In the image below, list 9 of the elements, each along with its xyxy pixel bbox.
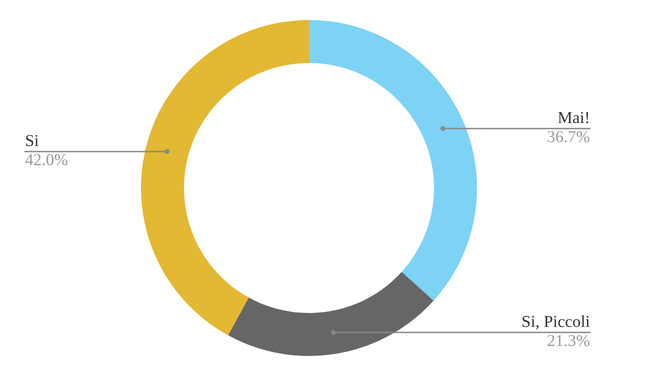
slice-label: Si [26, 134, 39, 146]
data-label: 21.3% [548, 334, 590, 346]
donut-slice [141, 20, 309, 336]
slice-label: Si, Piccoli [522, 315, 590, 330]
donut-slice [309, 20, 477, 301]
slice-label: Mai! [558, 112, 588, 124]
data-label: 36.7% [548, 131, 590, 142]
donut-slice [228, 272, 434, 356]
data-label: 42.0% [25, 154, 68, 166]
